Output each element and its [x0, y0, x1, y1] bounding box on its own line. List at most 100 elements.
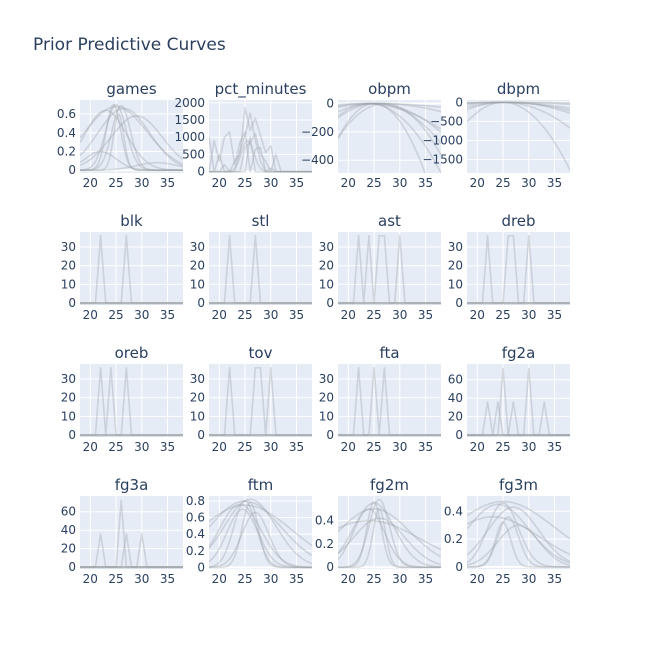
x-tick-label: 20 — [212, 308, 227, 322]
series-line — [467, 524, 570, 566]
y-tick-label: 0 — [68, 296, 76, 310]
y-tick-label: 40 — [448, 391, 463, 405]
y-tick-label: 0 — [455, 296, 463, 310]
subplot-title: fg2a — [502, 344, 536, 362]
x-tick-label: 35 — [418, 176, 433, 190]
x-tick-label: 35 — [418, 308, 433, 322]
series-line — [338, 102, 441, 133]
x-tick-label: 20 — [341, 308, 356, 322]
y-tick-label: 30 — [61, 240, 76, 254]
y-tick-label: −1000 — [422, 134, 463, 148]
x-tick-label: 20 — [212, 440, 227, 454]
y-tick-label: 1000 — [174, 130, 205, 144]
series-line — [467, 521, 570, 568]
series-line — [467, 516, 570, 568]
curves — [209, 234, 312, 305]
y-tick-label: 0 — [197, 296, 205, 310]
y-tick-label: 20 — [61, 259, 76, 273]
subplot-games: games 20 25 30 35 0 0.2 0.4 0.6 — [57, 80, 183, 190]
series-line — [209, 501, 312, 569]
subplot-fg2m: fg2m 20 25 30 35 0 0.2 0.4 — [315, 476, 441, 586]
subplot-title: fg3a — [115, 476, 149, 494]
y-tick-label: 10 — [319, 277, 334, 291]
y-tick-label: 60 — [61, 505, 76, 519]
x-tick-label: 25 — [237, 176, 252, 190]
subplot-title: games — [106, 80, 157, 98]
series-line — [467, 101, 570, 106]
series-line — [80, 533, 183, 568]
x-tick-label: 25 — [366, 440, 381, 454]
x-tick-label: 30 — [392, 308, 407, 322]
subplot-title: dreb — [501, 212, 535, 230]
y-tick-label: −500 — [430, 114, 463, 128]
x-tick-label: 30 — [134, 440, 149, 454]
series-line — [467, 101, 570, 112]
x-tick-label: 20 — [83, 176, 98, 190]
series-line — [467, 234, 570, 304]
plot-area — [80, 232, 183, 305]
plot-area — [338, 100, 441, 173]
curves — [467, 101, 570, 171]
series-line — [209, 131, 312, 173]
series-line — [209, 508, 312, 569]
series-line — [338, 508, 441, 569]
series-line — [209, 112, 312, 173]
x-tick-label: 25 — [108, 308, 123, 322]
y-tick-label: 0 — [68, 560, 76, 574]
x-tick-label: 35 — [160, 176, 175, 190]
series-line — [338, 508, 441, 558]
y-tick-label: 20 — [61, 542, 76, 556]
subplot-title: obpm — [368, 80, 411, 98]
x-tick-label: 30 — [263, 572, 278, 586]
y-tick-label: 10 — [190, 277, 205, 291]
curves — [80, 234, 183, 305]
subplot-oreb: oreb 20 25 30 35 0 10 20 30 — [61, 344, 183, 454]
series-line — [467, 506, 570, 563]
x-tick-label: 30 — [521, 440, 536, 454]
y-tick-label: 0.6 — [186, 511, 205, 525]
series-line — [338, 519, 441, 551]
plot-area — [467, 364, 570, 437]
x-tick-label: 35 — [418, 572, 433, 586]
y-tick-label: 0.8 — [186, 494, 205, 508]
series-line — [209, 107, 312, 173]
curves — [80, 499, 183, 569]
plot-area — [209, 364, 312, 437]
series-line — [338, 102, 441, 130]
y-tick-label: 0 — [197, 165, 205, 179]
series-line — [467, 101, 570, 110]
subplot-obpm: obpm 20 25 30 35 0 −200 −400 — [301, 80, 441, 190]
plot-area — [209, 232, 312, 305]
curves — [467, 234, 570, 305]
y-tick-label: 0 — [455, 560, 463, 574]
x-tick-label: 30 — [521, 308, 536, 322]
subplot-fg3a: fg3a 20 25 30 35 0 20 40 60 — [61, 476, 183, 586]
subplot-title: pct_minutes — [215, 80, 307, 99]
x-tick-label: 35 — [547, 440, 562, 454]
x-tick-label: 35 — [547, 176, 562, 190]
y-tick-label: 10 — [190, 409, 205, 423]
series-line — [338, 102, 426, 173]
series-line — [338, 517, 441, 566]
y-tick-label: 0.2 — [315, 537, 334, 551]
y-tick-label: 30 — [190, 372, 205, 386]
series-line — [80, 113, 183, 171]
series-line — [80, 103, 183, 171]
x-tick-label: 30 — [521, 572, 536, 586]
y-tick-label: −1500 — [422, 153, 463, 167]
series-line — [209, 498, 312, 565]
x-tick-label: 25 — [495, 308, 510, 322]
x-tick-label: 30 — [263, 176, 278, 190]
plot-area — [338, 496, 441, 569]
x-tick-label: 25 — [495, 176, 510, 190]
series-line — [209, 504, 312, 547]
y-tick-label: 20 — [61, 391, 76, 405]
curves — [338, 102, 441, 173]
x-tick-label: 25 — [495, 572, 510, 586]
plot-area — [338, 364, 441, 437]
x-tick-label: 20 — [470, 572, 485, 586]
series-line — [338, 102, 441, 144]
subplot-ast: ast 20 25 30 35 0 10 20 30 — [319, 212, 441, 322]
subplot-title: stl — [252, 212, 270, 230]
